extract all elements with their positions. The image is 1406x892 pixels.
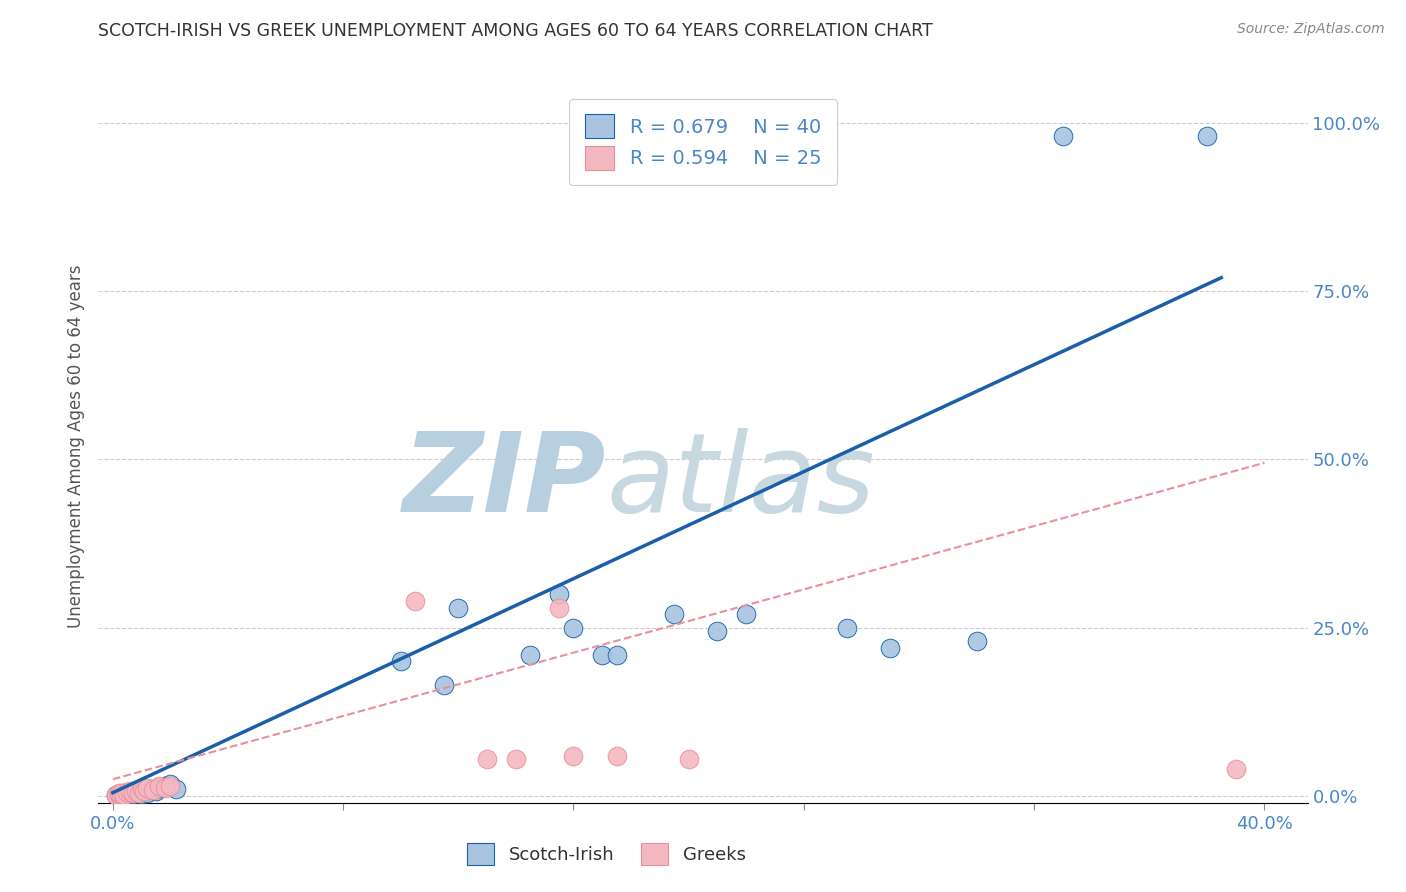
Point: [110, 786, 132, 800]
Point: [125, 783, 148, 797]
Point: [735, 607, 758, 622]
Y-axis label: Unemployment Among Ages 60 to 64 years: Unemployment Among Ages 60 to 64 years: [66, 264, 84, 628]
Point: [139, 782, 162, 797]
Point: [142, 783, 165, 797]
Point: [107, 789, 129, 803]
Point: [548, 587, 571, 601]
Point: [134, 783, 156, 797]
Legend: Scotch-Irish, Greeks: Scotch-Irish, Greeks: [460, 836, 752, 872]
Text: Source: ZipAtlas.com: Source: ZipAtlas.com: [1237, 22, 1385, 37]
Point: [966, 634, 988, 648]
Point: [125, 786, 148, 800]
Point: [706, 624, 728, 639]
Point: [664, 607, 686, 622]
Point: [1225, 762, 1247, 776]
Point: [1195, 129, 1218, 144]
Point: [131, 787, 153, 801]
Point: [128, 786, 150, 800]
Point: [879, 640, 901, 655]
Point: [107, 787, 129, 801]
Point: [104, 788, 127, 802]
Point: [120, 784, 142, 798]
Point: [835, 621, 858, 635]
Point: [562, 621, 585, 635]
Point: [404, 594, 426, 608]
Point: [107, 788, 129, 802]
Point: [120, 788, 142, 802]
Text: SCOTCH-IRISH VS GREEK UNEMPLOYMENT AMONG AGES 60 TO 64 YEARS CORRELATION CHART: SCOTCH-IRISH VS GREEK UNEMPLOYMENT AMONG…: [98, 22, 934, 40]
Point: [134, 784, 156, 798]
Point: [548, 600, 571, 615]
Point: [112, 786, 135, 800]
Point: [591, 648, 613, 662]
Point: [389, 655, 412, 669]
Point: [104, 789, 127, 803]
Text: ZIP: ZIP: [402, 428, 606, 535]
Point: [136, 780, 159, 795]
Point: [148, 780, 170, 795]
Point: [606, 748, 628, 763]
Text: atlas: atlas: [606, 428, 875, 535]
Point: [145, 783, 167, 797]
Point: [159, 777, 181, 791]
Point: [112, 788, 135, 802]
Point: [433, 678, 456, 692]
Point: [131, 782, 153, 797]
Point: [120, 786, 142, 800]
Point: [131, 784, 153, 798]
Point: [678, 752, 700, 766]
Point: [112, 788, 135, 802]
Point: [148, 779, 170, 793]
Point: [128, 786, 150, 800]
Point: [115, 787, 138, 801]
Point: [153, 779, 176, 793]
Point: [110, 789, 132, 803]
Point: [505, 752, 527, 766]
Point: [122, 787, 145, 801]
Point: [606, 648, 628, 662]
Point: [165, 782, 187, 797]
Point: [562, 748, 585, 763]
Point: [115, 785, 138, 799]
Point: [519, 648, 541, 662]
Point: [122, 786, 145, 800]
Point: [107, 786, 129, 800]
Point: [115, 789, 138, 803]
Point: [136, 786, 159, 800]
Point: [475, 752, 498, 766]
Point: [110, 787, 132, 801]
Point: [153, 780, 176, 795]
Point: [159, 779, 181, 793]
Point: [1052, 129, 1074, 144]
Point: [447, 600, 470, 615]
